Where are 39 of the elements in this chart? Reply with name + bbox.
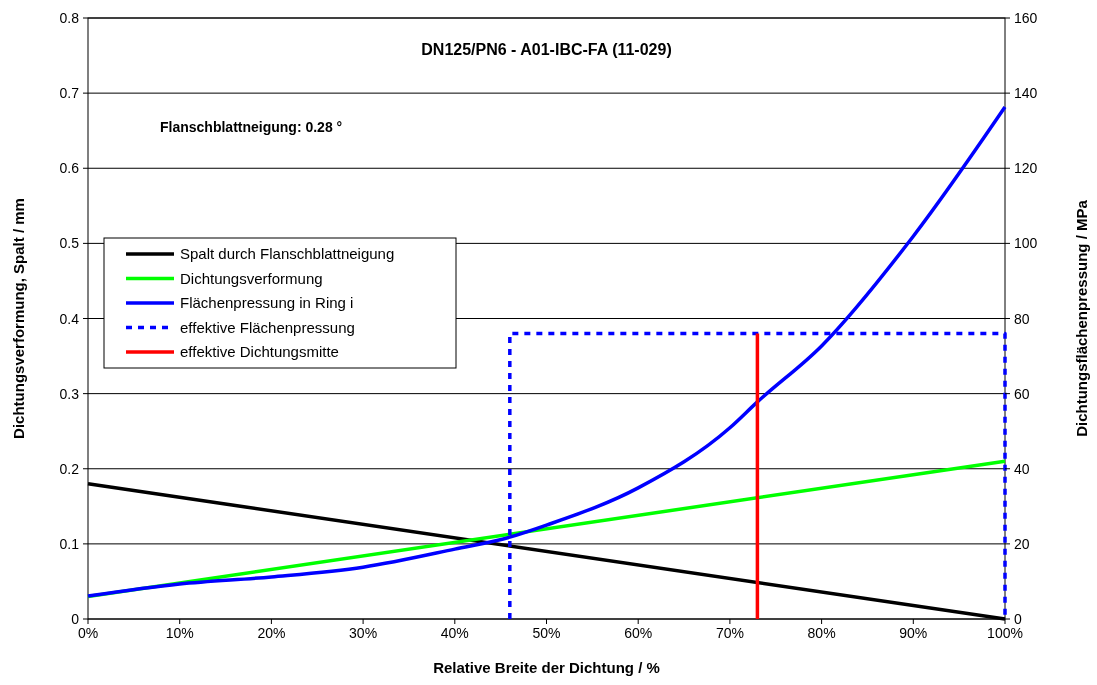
x-tick-label: 30% [349,625,378,641]
x-tick-label: 70% [715,625,744,641]
legend-label: Dichtungsverformung [180,269,323,287]
y-tick-label: 0.4 [59,310,80,327]
legend-label: Flächenpressung in Ring i [180,294,354,311]
x-tick-label: 10% [165,625,194,641]
x-tick-label: 100% [987,625,1023,641]
y2-tick-label: 20 [1014,535,1030,552]
y-tick-label: 0.3 [59,385,80,402]
y-tick-label: 0.5 [59,235,80,252]
y2-tick-label: 100 [1014,235,1038,252]
y2-tick-label: 120 [1014,160,1038,177]
x-tick-label: 50% [532,625,561,641]
y2-tick-label: 160 [1014,10,1038,26]
x-tick-label: 80% [807,625,836,641]
x-tick-label: 60% [624,625,653,641]
x-tick-label: 20% [257,625,286,641]
y2-axis-title: Dichtungsflächenpressung / MPa [1073,199,1090,437]
y-axis-title: Dichtungsverformung, Spalt / mm [10,198,27,439]
y-tick-label: 0.1 [59,535,80,552]
y2-tick-label: 0 [1014,611,1022,627]
y-tick-label: 0.2 [59,460,80,477]
x-axis-title: Relative Breite der Dichtung / % [433,659,660,676]
x-tick-label: 40% [440,625,469,641]
x-tick-label: 90% [899,625,928,641]
legend-label: Spalt durch Flanschblattneigung [180,245,395,262]
annotation: Flanschblattneigung: 0.28 ° [160,119,343,135]
y2-tick-label: 140 [1014,85,1038,102]
y2-tick-label: 80 [1014,310,1030,327]
y2-tick-label: 40 [1014,460,1030,477]
y-tick-label: 0.6 [59,160,80,177]
legend-label: effektive Flächenpressung [180,318,355,336]
legend-label: effektive Dichtungsmitte [180,343,339,360]
text: DN125/PN6 - A01-IBC-FA (11-029) [421,41,672,58]
x-tick-label: 0% [77,625,99,641]
y-tick-label: 0.7 [59,85,80,102]
y2-tick-label: 60 [1014,385,1030,402]
y-tick-label: 0.8 [59,10,80,26]
y-tick-label: 0 [71,611,80,627]
